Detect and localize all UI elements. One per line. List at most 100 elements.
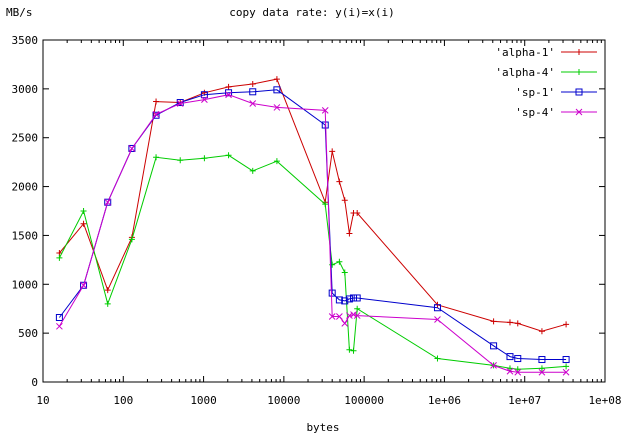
data-point-alpha-1 xyxy=(514,320,521,327)
data-point-alpha-4 xyxy=(80,208,87,214)
data-point-sp-1 xyxy=(350,294,358,302)
data-point-alpha-1 xyxy=(249,80,256,87)
data-point-alpha-1 xyxy=(80,220,87,227)
x-tick-label: 100000 xyxy=(344,394,384,407)
y-tick-label: 2000 xyxy=(12,181,39,194)
data-point-alpha-1 xyxy=(538,328,545,335)
data-point-alpha-4 xyxy=(273,158,280,165)
data-point-sp-1 xyxy=(514,355,522,363)
data-point-sp-1 xyxy=(341,297,349,305)
data-point-sp-4 xyxy=(128,145,136,152)
y-tick-label: 2500 xyxy=(12,132,39,145)
data-point-alpha-1 xyxy=(490,318,497,325)
x-tick-label: 1e+08 xyxy=(588,394,621,407)
data-point-sp-4 xyxy=(321,107,329,114)
data-point-alpha-1 xyxy=(563,321,570,328)
x-axis-label: bytes xyxy=(306,421,339,434)
x-tick-label: 1000 xyxy=(190,394,217,407)
data-point-sp-1 xyxy=(104,198,112,206)
data-point-alpha-1 xyxy=(346,230,353,237)
data-point-alpha-4 xyxy=(336,258,343,265)
data-point-sp-4 xyxy=(56,322,63,330)
data-point-alpha-4 xyxy=(506,365,513,372)
data-point-alpha-4 xyxy=(322,201,329,208)
data-point-alpha-1 xyxy=(506,319,513,326)
data-point-alpha-1 xyxy=(329,148,336,155)
data-point-sp-1 xyxy=(225,89,233,97)
series-alpha-4 xyxy=(56,152,570,373)
data-point-sp-4 xyxy=(152,110,160,118)
series-line-alpha-1 xyxy=(59,78,567,332)
data-point-sp-4 xyxy=(346,312,353,319)
series-layer xyxy=(55,76,570,376)
data-point-alpha-1 xyxy=(336,178,343,185)
axes: 0 500 1000 1500 2000 2500 3000 3500 10 100 1000 100… xyxy=(12,34,622,407)
x-tick-label: 10000 xyxy=(267,394,300,407)
legend-marker-sp-1 xyxy=(575,88,583,96)
data-point-alpha-4 xyxy=(201,155,208,162)
y-tick-label: 3500 xyxy=(12,34,39,47)
data-point-sp-1 xyxy=(433,304,441,312)
data-point-sp-1 xyxy=(152,111,160,119)
data-point-sp-1 xyxy=(562,356,570,364)
x-tick-label: 1e+06 xyxy=(428,394,461,407)
y-tick-label: 1500 xyxy=(12,229,39,242)
legend-label-sp-1: 'sp-1' xyxy=(515,86,555,99)
data-point-sp-4 xyxy=(562,368,570,376)
data-point-alpha-4 xyxy=(346,346,353,353)
legend-marker-alpha-1 xyxy=(576,49,582,55)
data-point-alpha-1 xyxy=(273,76,280,83)
data-point-sp-1 xyxy=(200,91,208,99)
data-point-sp-4 xyxy=(80,281,87,289)
legend-label-sp-4: 'sp-4' xyxy=(515,106,555,119)
data-point-alpha-4 xyxy=(354,305,361,312)
legend: 'alpha-1' 'alpha-4' 'sp-1' 'sp-4' xyxy=(495,46,597,119)
data-point-alpha-4 xyxy=(249,167,256,174)
data-point-sp-4 xyxy=(328,313,336,320)
data-point-sp-4 xyxy=(225,91,232,99)
data-point-alpha-4 xyxy=(514,366,521,373)
data-point-alpha-4 xyxy=(56,254,63,261)
data-point-sp-4 xyxy=(201,96,208,103)
data-point-sp-1 xyxy=(80,281,88,289)
data-point-sp-4 xyxy=(506,367,514,375)
data-point-sp-1 xyxy=(273,86,281,94)
data-point-sp-1 xyxy=(328,289,336,297)
legend-label-alpha-4: 'alpha-4' xyxy=(495,66,555,79)
data-point-alpha-4 xyxy=(538,365,545,372)
data-point-sp-4 xyxy=(538,368,546,376)
data-point-alpha-1 xyxy=(104,287,111,294)
data-point-alpha-1 xyxy=(341,197,348,204)
data-point-alpha-4 xyxy=(434,355,441,362)
chart-title: copy data rate: y(i)=x(i) xyxy=(229,6,395,19)
data-point-sp-4 xyxy=(434,316,441,323)
data-point-alpha-1 xyxy=(153,98,160,105)
plot-frame xyxy=(42,39,606,383)
data-point-sp-1 xyxy=(538,356,546,364)
data-point-sp-1 xyxy=(506,353,514,361)
data-point-alpha-4 xyxy=(153,154,160,161)
data-point-alpha-4 xyxy=(341,269,348,276)
legend-marker-sp-4 xyxy=(575,108,583,116)
data-point-sp-4 xyxy=(353,312,361,319)
data-point-sp-4 xyxy=(104,198,112,206)
data-point-sp-1 xyxy=(55,314,63,322)
legend-marker-alpha-4 xyxy=(576,69,582,75)
data-point-alpha-4 xyxy=(225,152,232,159)
data-point-sp-1 xyxy=(490,342,498,350)
data-point-sp-1 xyxy=(128,144,136,152)
y-tick-label: 0 xyxy=(31,376,38,389)
data-point-sp-1 xyxy=(345,295,353,303)
y-tick-label: 3000 xyxy=(12,83,39,96)
series-alpha-1 xyxy=(56,76,570,335)
data-point-sp-4 xyxy=(490,362,497,369)
data-point-sp-1 xyxy=(335,296,343,304)
data-point-alpha-4 xyxy=(563,363,570,370)
data-point-sp-1 xyxy=(353,294,361,302)
series-sp-4 xyxy=(56,91,570,376)
x-tick-label: 1e+07 xyxy=(508,394,541,407)
data-point-alpha-4 xyxy=(177,157,184,164)
series-sp-1 xyxy=(55,86,570,364)
y-tick-label: 1000 xyxy=(12,278,39,291)
